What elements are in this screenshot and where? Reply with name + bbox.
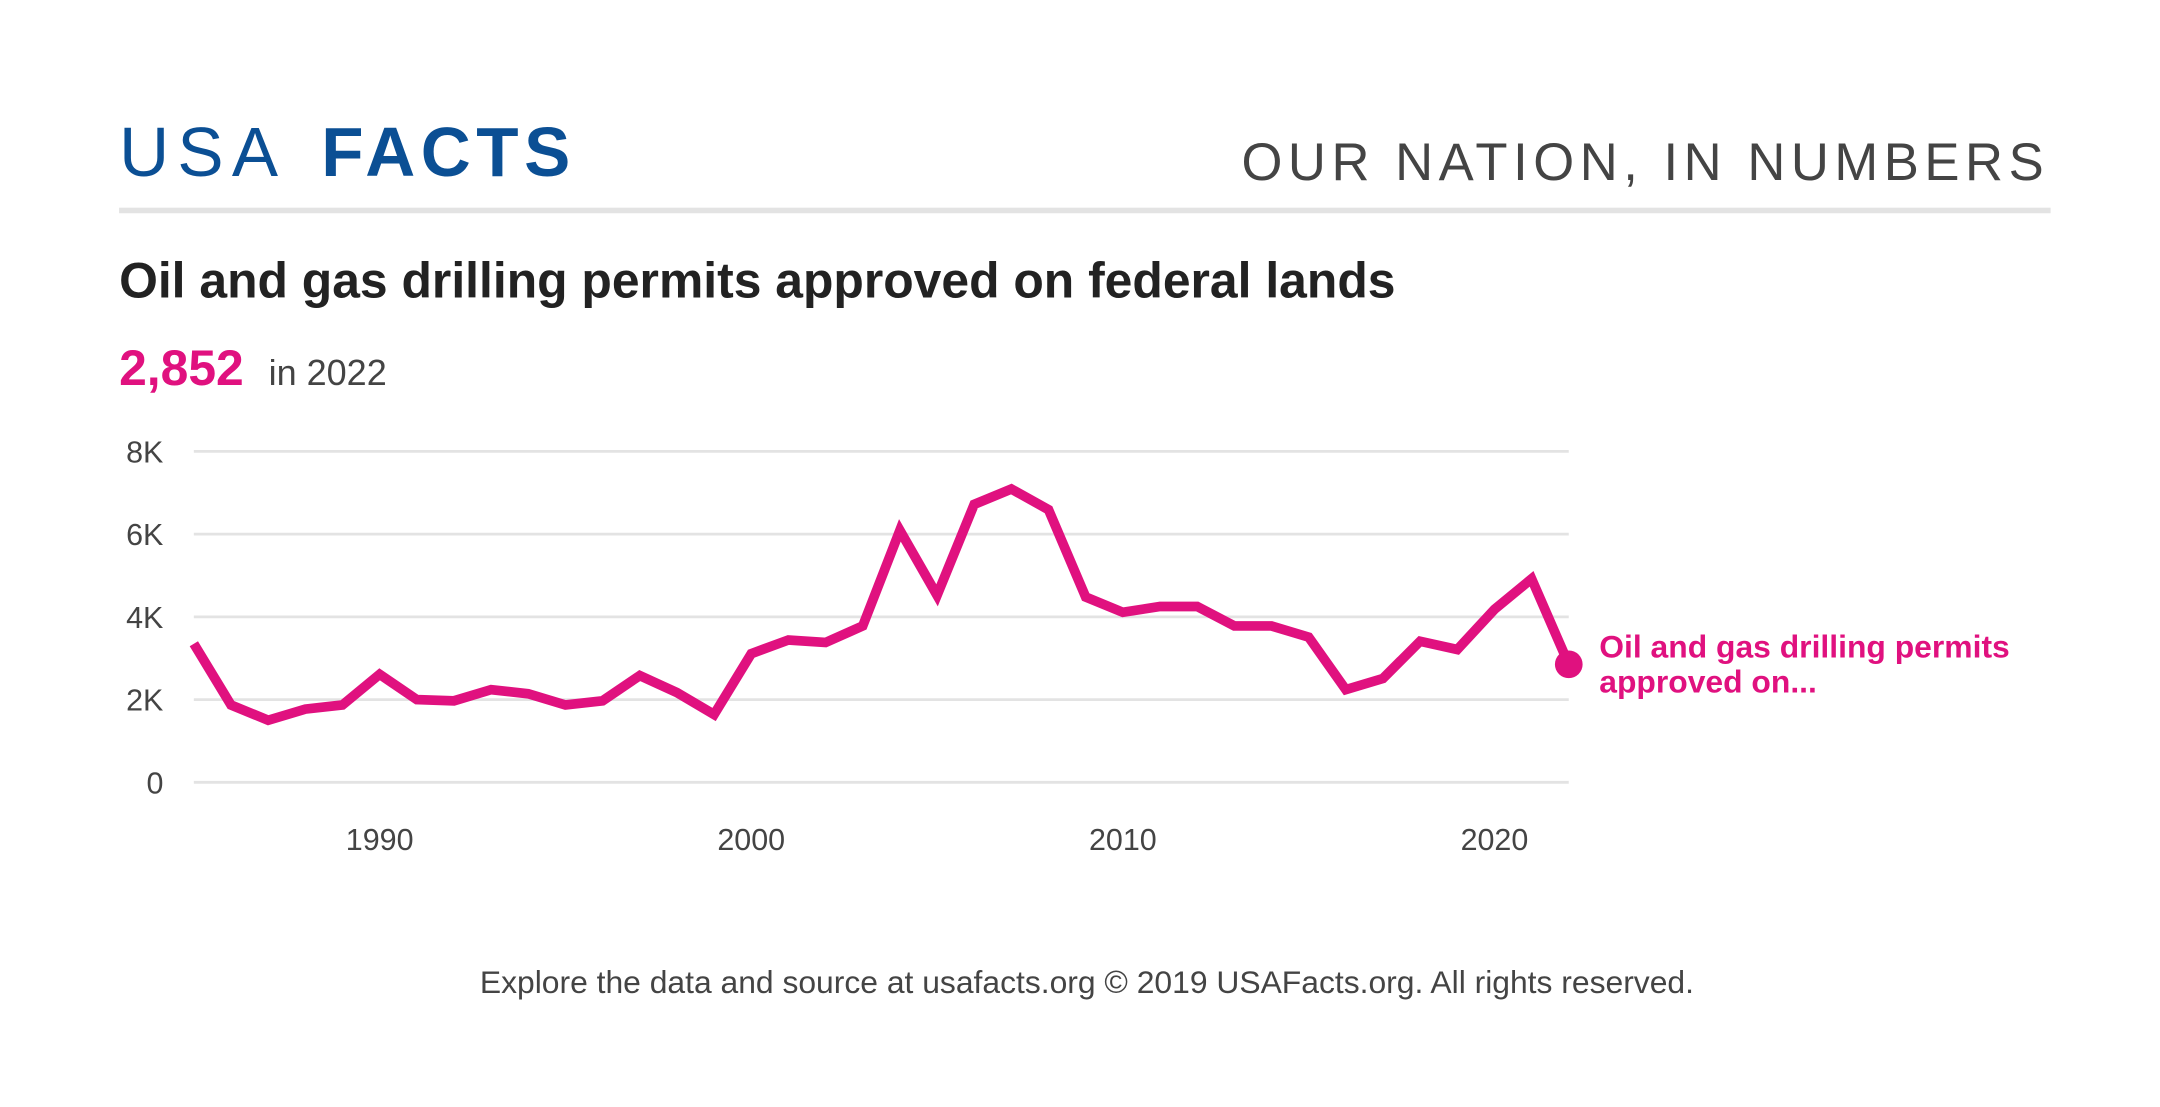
y-tick-label: 4K xyxy=(126,601,163,635)
divider xyxy=(119,207,2051,214)
x-tick-label: 2000 xyxy=(717,823,785,857)
highlight-text: in 2022 xyxy=(269,352,387,393)
y-tick-label: 2K xyxy=(126,684,163,718)
x-tick-label: 2020 xyxy=(1461,823,1529,857)
footer: Explore the data and source at usafacts.… xyxy=(480,964,1694,1000)
x-tick-label: 2010 xyxy=(1089,823,1157,857)
chart-title: Oil and gas drilling permits approved on… xyxy=(119,253,1395,309)
logo-light: USA xyxy=(119,113,286,191)
series-label: Oil and gas drilling permits approved on… xyxy=(1599,629,2010,699)
y-tick-label: 8K xyxy=(126,435,163,469)
end-point xyxy=(1554,650,1583,679)
line xyxy=(189,483,1574,726)
end-label-box: Oil and gas drilling permits approved on… xyxy=(1599,629,2010,699)
x-tick-label: 1990 xyxy=(346,823,414,857)
tagline: OUR NATION, IN NUMBERS xyxy=(1241,133,2049,192)
y-tick-label: 6K xyxy=(126,518,163,552)
logo-bold: FACTS xyxy=(321,113,576,191)
highlight-value: 2,852 xyxy=(119,340,244,396)
y-tick-label: 0 xyxy=(146,766,163,800)
